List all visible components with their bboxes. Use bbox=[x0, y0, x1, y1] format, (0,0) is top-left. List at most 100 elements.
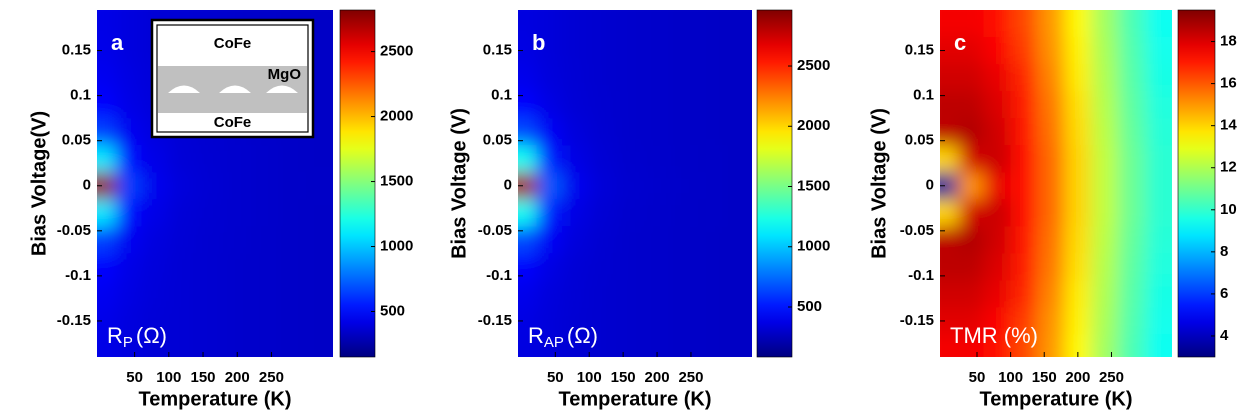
heatmap-cell bbox=[1145, 37, 1172, 65]
heatmap-cell bbox=[670, 37, 699, 65]
heatmap-cell bbox=[168, 307, 197, 335]
plot-area bbox=[97, 10, 333, 357]
colorbar-tick-label: 500 bbox=[380, 302, 405, 319]
heatmap-cell bbox=[616, 280, 644, 308]
heatmap-cell bbox=[141, 334, 170, 357]
quantity-symbol: R bbox=[107, 323, 123, 348]
heatmap-cell bbox=[518, 307, 538, 335]
heatmap-cell bbox=[518, 172, 538, 200]
heatmap-cell bbox=[196, 334, 225, 357]
heatmap-cell bbox=[1037, 145, 1065, 173]
heatmap-cell bbox=[141, 145, 170, 173]
heatmap-cell bbox=[589, 118, 617, 146]
heatmap-cell bbox=[536, 226, 563, 254]
heatmap-cell bbox=[562, 91, 590, 119]
heatmap-cell bbox=[518, 64, 538, 92]
heatmap-cell bbox=[97, 91, 117, 119]
heatmap-cell bbox=[305, 280, 333, 308]
heatmap-cell bbox=[940, 334, 959, 357]
quantity-label: RP (Ω) bbox=[107, 323, 167, 351]
heatmap-cell bbox=[278, 226, 307, 254]
heatmap-cell bbox=[1145, 253, 1172, 281]
heatmap-cell bbox=[1064, 199, 1092, 227]
heatmap-cell bbox=[1037, 37, 1065, 65]
heatmap-cell bbox=[697, 334, 726, 357]
heatmap-cell bbox=[1118, 334, 1146, 357]
heatmap-cell bbox=[168, 334, 197, 357]
heatmap-cell bbox=[589, 334, 617, 357]
heatmap-cell bbox=[1145, 334, 1172, 357]
heatmap-cell bbox=[670, 280, 699, 308]
panel-label: b bbox=[532, 30, 545, 55]
heatmap-cell bbox=[643, 226, 672, 254]
heatmap-cells bbox=[518, 10, 752, 357]
colorbar-tick-label: 1500 bbox=[797, 177, 830, 194]
heatmap-cell bbox=[1145, 172, 1172, 200]
x-tick-label: 250 bbox=[678, 369, 703, 386]
heatmap-cell bbox=[589, 199, 617, 227]
heatmap-cell bbox=[562, 199, 590, 227]
heatmap-cell bbox=[1091, 226, 1119, 254]
heatmap-cell bbox=[1145, 10, 1172, 38]
heatmap-cell bbox=[1091, 37, 1119, 65]
heatmap-cell bbox=[983, 145, 1012, 173]
heatmap-cell bbox=[1091, 91, 1119, 119]
heatmap-cell bbox=[697, 118, 726, 146]
heatmap-cell bbox=[562, 226, 590, 254]
heatmap-cell bbox=[724, 307, 752, 335]
heatmap-cell bbox=[724, 226, 752, 254]
heatmap-cell bbox=[278, 172, 307, 200]
heatmap-cell bbox=[1091, 199, 1119, 227]
quantity-unit: (Ω) bbox=[136, 323, 167, 348]
heatmap-cell bbox=[697, 37, 726, 65]
heatmap-cell bbox=[223, 280, 252, 308]
heatmap-cell bbox=[1037, 172, 1065, 200]
colorbar-tick-label: 1000 bbox=[380, 238, 413, 255]
heatmap-cell bbox=[958, 253, 985, 281]
heatmap-cell bbox=[536, 10, 563, 38]
heatmap-cell bbox=[1118, 10, 1146, 38]
heatmap-cell bbox=[97, 64, 117, 92]
panel-label: c bbox=[954, 30, 966, 55]
heatmap-cell bbox=[250, 226, 279, 254]
heatmap-cell bbox=[958, 172, 985, 200]
heatmap-cells bbox=[940, 10, 1172, 357]
heatmap-cell bbox=[940, 280, 959, 308]
heatmap-cell bbox=[305, 145, 333, 173]
heatmap-cell bbox=[250, 280, 279, 308]
x-tick-label: 50 bbox=[969, 369, 986, 386]
heatmap-cell bbox=[1145, 280, 1172, 308]
heatmap-cell bbox=[562, 145, 590, 173]
heatmap-cell bbox=[115, 172, 142, 200]
heatmap-cell bbox=[97, 172, 117, 200]
colorbar-tick-label: 10 bbox=[1220, 201, 1237, 218]
heatmap-cell bbox=[616, 199, 644, 227]
y-tick-label: -0.05 bbox=[57, 222, 91, 239]
heatmap-cell bbox=[250, 253, 279, 281]
heatmap-cell bbox=[1118, 145, 1146, 173]
heatmap-cell bbox=[250, 172, 279, 200]
heatmap-cell bbox=[983, 280, 1012, 308]
heatmap-cell bbox=[1091, 118, 1119, 146]
heatmap-cell bbox=[670, 172, 699, 200]
plot-area bbox=[940, 10, 1172, 357]
heatmap-cell bbox=[97, 10, 117, 38]
heatmap-cell bbox=[278, 334, 307, 357]
heatmap-cell bbox=[940, 118, 959, 146]
heatmap-cells bbox=[97, 10, 333, 357]
heatmap-cell bbox=[958, 280, 985, 308]
x-tick-label: 200 bbox=[225, 369, 250, 386]
heatmap-cell bbox=[115, 307, 142, 335]
heatmap-cell bbox=[518, 91, 538, 119]
heatmap-cell bbox=[250, 145, 279, 173]
heatmap-cell bbox=[697, 307, 726, 335]
quantity-label: TMR (%) bbox=[950, 323, 1038, 348]
heatmap-cell bbox=[643, 145, 672, 173]
heatmap-cell bbox=[958, 91, 985, 119]
heatmap-cell bbox=[1037, 280, 1065, 308]
x-tick-label: 200 bbox=[1065, 369, 1090, 386]
heatmap-cell bbox=[1010, 91, 1039, 119]
heatmap-cell bbox=[940, 253, 959, 281]
heatmap-cell bbox=[518, 118, 538, 146]
heatmap-cell bbox=[115, 226, 142, 254]
